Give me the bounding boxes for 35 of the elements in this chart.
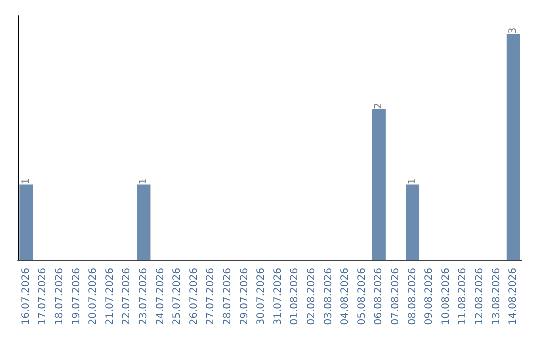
x-tick-label: 20.07.2026	[88, 268, 100, 326]
x-tick-label: 27.07.2026	[206, 268, 217, 326]
x-tick-label: 11.08.2026	[458, 268, 469, 326]
data-label: 2	[374, 103, 385, 110]
x-tick-label: 23.07.2026	[138, 268, 150, 326]
data-label: 1	[138, 178, 150, 185]
x-tick-label: 12.08.2026	[474, 268, 486, 326]
x-tick-label: 06.08.2026	[374, 268, 385, 326]
x-tick-label: 01.08.2026	[290, 268, 301, 326]
x-tick-label: 10.08.2026	[440, 268, 452, 326]
x-tick-label: 18.07.2026	[54, 268, 66, 326]
x-tick-label: 14.08.2026	[508, 268, 520, 326]
x-tick-label: 07.08.2026	[390, 268, 402, 326]
x-tick-label: 17.07.2026	[38, 268, 49, 326]
x-tick-label: 16.07.2026	[20, 268, 32, 326]
x-tick-label: 02.08.2026	[306, 268, 318, 326]
x-tick-label: 19.07.2026	[71, 268, 82, 326]
x-tick-label: 13.08.2026	[491, 268, 502, 326]
x-tick-label: 05.08.2026	[356, 268, 368, 326]
x-tick-label: 24.07.2026	[155, 268, 166, 326]
data-label: 3	[508, 28, 520, 34]
x-tick-label: 21.07.2026	[104, 268, 116, 326]
x-tick-label: 26.07.2026	[188, 268, 200, 326]
x-tick-label: 09.08.2026	[424, 268, 436, 326]
x-tick-label: 22.07.2026	[122, 268, 133, 326]
data-label: 1	[407, 178, 418, 185]
data-label: 1	[20, 178, 32, 185]
x-tick-label: 04.08.2026	[340, 268, 352, 326]
x-tick-label: 25.07.2026	[172, 268, 184, 326]
x-tick-label: 29.07.2026	[239, 268, 250, 326]
x-tick-label: 03.08.2026	[323, 268, 334, 326]
x-tick-label: 08.08.2026	[407, 268, 418, 326]
x-tick-label: 30.07.2026	[256, 268, 268, 326]
x-tick-label: 31.07.2026	[272, 268, 284, 326]
x-tick-label: 28.07.2026	[222, 268, 234, 326]
